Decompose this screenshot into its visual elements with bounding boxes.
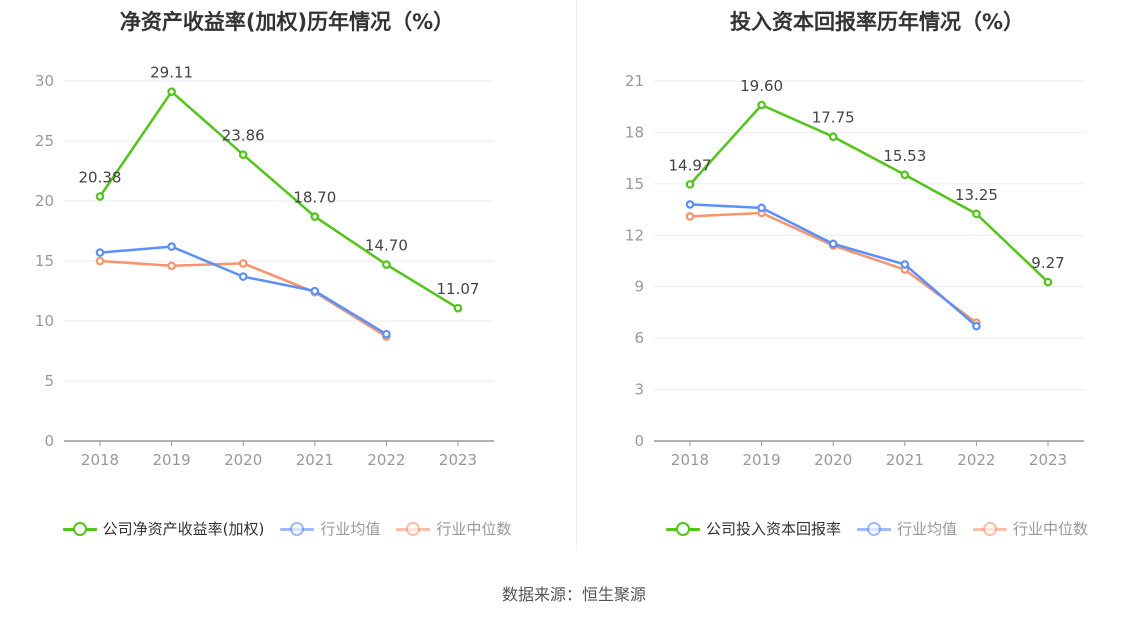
y-tick-label: 10 [35,312,54,330]
chart-panel-roic: 投入资本回报率历年情况（%） 0 3 6 9 12 15 18 21 2018 2019 2020 2… [590,0,1148,560]
data-point [828,132,838,142]
legend-item[interactable]: 行业中位数 [396,518,511,539]
y-tick-label: 12 [625,226,644,244]
panel-divider [576,0,577,550]
data-label: 15.53 [883,147,926,165]
data-label: 11.07 [437,280,480,298]
data-point [167,87,176,96]
legend-label: 公司投入资本回报率 [705,520,841,538]
x-tick-label: 2019 [153,451,191,469]
data-point [900,260,910,269]
y-tick-label: 15 [35,252,54,270]
data-point [757,203,766,213]
y-tick-label: 21 [625,72,644,90]
data-point [685,212,695,221]
x-tick-label: 2022 [367,451,405,469]
chart-svg: 0 5 10 15 20 25 30 2018 2019 2020 2021 2022 2023 20.3… [35,64,494,469]
data-label: 20.38 [79,168,122,186]
legend-label: 行业均值 [320,520,381,538]
data-point [382,260,391,269]
x-tick-label: 2018 [671,451,709,469]
x-tick-label: 2023 [1029,451,1067,469]
data-point [1043,277,1053,287]
series-line [689,203,978,328]
y-tick-label: 5 [44,372,54,390]
legend-label: 行业均值 [896,520,957,538]
legend-marker-icon [280,521,315,537]
legend-item[interactable]: 公司净资产收益率(加权) [62,518,265,539]
legend-item[interactable]: 行业中位数 [973,518,1088,539]
legend-marker-icon [973,521,1007,537]
y-tick-label: 18 [625,123,644,141]
data-point [167,261,176,271]
data-point [757,100,766,110]
data-point [95,256,105,266]
x-tick-label: 2023 [439,451,477,469]
x-tick-label: 2021 [886,451,924,469]
y-tick-label: 25 [35,132,54,150]
data-point [972,321,981,331]
data-label: 29.11 [150,64,193,82]
legend-label: 公司净资产收益率(加权) [102,520,265,538]
data-point [382,329,391,339]
data-point [167,242,176,251]
series-line [689,211,978,324]
x-tick-label: 2020 [224,451,262,469]
x-tick-label: 2019 [743,451,781,469]
data-point [95,192,105,201]
legend-marker-icon [62,521,97,537]
x-tick-label: 2022 [957,451,995,469]
chart-panel-roe: 净资产收益率(加权)历年情况（%） 0 5 10 15 20 25 30 2018 2019 20… [0,0,574,560]
data-label: 17.75 [812,109,855,127]
legend-marker-icon [665,521,700,537]
chart-svg: 0 3 6 9 12 15 18 21 2018 2019 2020 2021 2022 2023 14.9… [625,72,1084,469]
chart-title: 投入资本回报率历年情况（%） [729,10,1025,34]
chart-legend: 公司投入资本回报率 行业均值 行业中位数 [590,518,1148,539]
data-point [310,212,320,221]
data-point [685,200,695,209]
data-label: 14.70 [365,237,408,255]
data-point [238,272,248,281]
data-label: 14.97 [669,156,712,174]
data-point [972,209,981,219]
legend-item[interactable]: 行业均值 [280,518,380,539]
legend-item[interactable]: 行业均值 [856,518,957,539]
y-tick-label: 0 [44,432,54,450]
y-tick-label: 6 [634,329,644,347]
y-tick-label: 15 [625,175,644,193]
data-point [310,286,320,296]
legend-label: 行业中位数 [1013,520,1089,538]
data-label: 9.27 [1031,254,1064,272]
x-tick-label: 2020 [814,451,852,469]
data-point [238,150,248,159]
data-label: 23.86 [222,127,265,145]
data-point [95,248,105,257]
legend-label: 行业中位数 [436,520,512,538]
y-tick-label: 30 [35,72,54,90]
series-line [689,103,1049,283]
data-point [900,170,910,180]
chart-title: 净资产收益率(加权)历年情况（%） [119,10,455,34]
y-tick-label: 20 [35,192,54,210]
series-line [98,90,459,310]
data-point [828,239,838,249]
data-point [238,259,248,268]
data-source-note: 数据来源：恒生聚源 [501,585,646,604]
data-point [453,303,463,313]
x-tick-label: 2018 [81,451,119,469]
x-tick-label: 2021 [296,451,334,469]
y-tick-label: 3 [634,381,644,399]
data-point [685,180,695,189]
data-label: 19.60 [740,77,783,95]
y-tick-label: 9 [634,278,644,296]
legend-marker-icon [396,521,431,537]
data-label: 18.70 [293,189,336,207]
legend-item[interactable]: 公司投入资本回报率 [665,518,841,539]
y-tick-label: 0 [634,432,644,450]
data-label: 13.25 [955,186,998,204]
chart-legend: 公司净资产收益率(加权) 行业均值 行业中位数 [0,518,574,539]
legend-marker-icon [856,521,891,537]
